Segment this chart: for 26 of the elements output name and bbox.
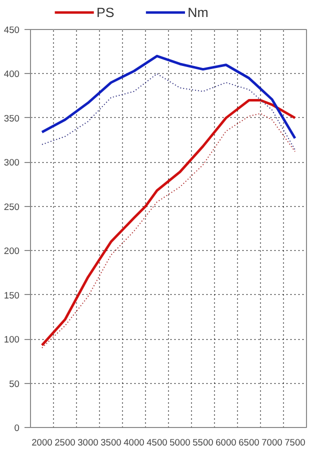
legend-label: Nm: [188, 5, 208, 20]
x-tick-label: 5500: [192, 438, 214, 448]
x-tick-label: 6500: [238, 438, 260, 448]
x-tick-label: 6000: [216, 438, 236, 448]
x-tick-label: 7500: [284, 438, 306, 448]
x-tick-label: 5000: [170, 438, 190, 448]
y-tick-label: 350: [4, 113, 20, 124]
y-tick-label: 0: [14, 423, 20, 433]
x-tick-label: 3500: [100, 438, 122, 448]
x-tick-label: 4000: [124, 438, 144, 448]
y-tick-label: 50: [9, 378, 20, 389]
y-tick-label: 250: [4, 202, 20, 212]
y-tick-label: 150: [4, 290, 20, 300]
x-tick-label: 4500: [146, 438, 168, 448]
y-tick-label: 450: [4, 25, 20, 35]
x-tick-label: 2500: [54, 438, 76, 448]
x-tick-label: 7000: [262, 438, 282, 448]
y-tick-label: 300: [4, 158, 20, 168]
y-tick-label: 400: [4, 69, 20, 80]
x-tick-label: 2000: [32, 438, 52, 448]
y-tick-label: 100: [4, 334, 20, 345]
x-tick-label: 3000: [78, 438, 98, 448]
line-series: [42, 73, 296, 150]
line-series: [40, 54, 296, 140]
y-tick-label: 200: [4, 246, 20, 256]
legend-label: PS: [96, 5, 114, 20]
